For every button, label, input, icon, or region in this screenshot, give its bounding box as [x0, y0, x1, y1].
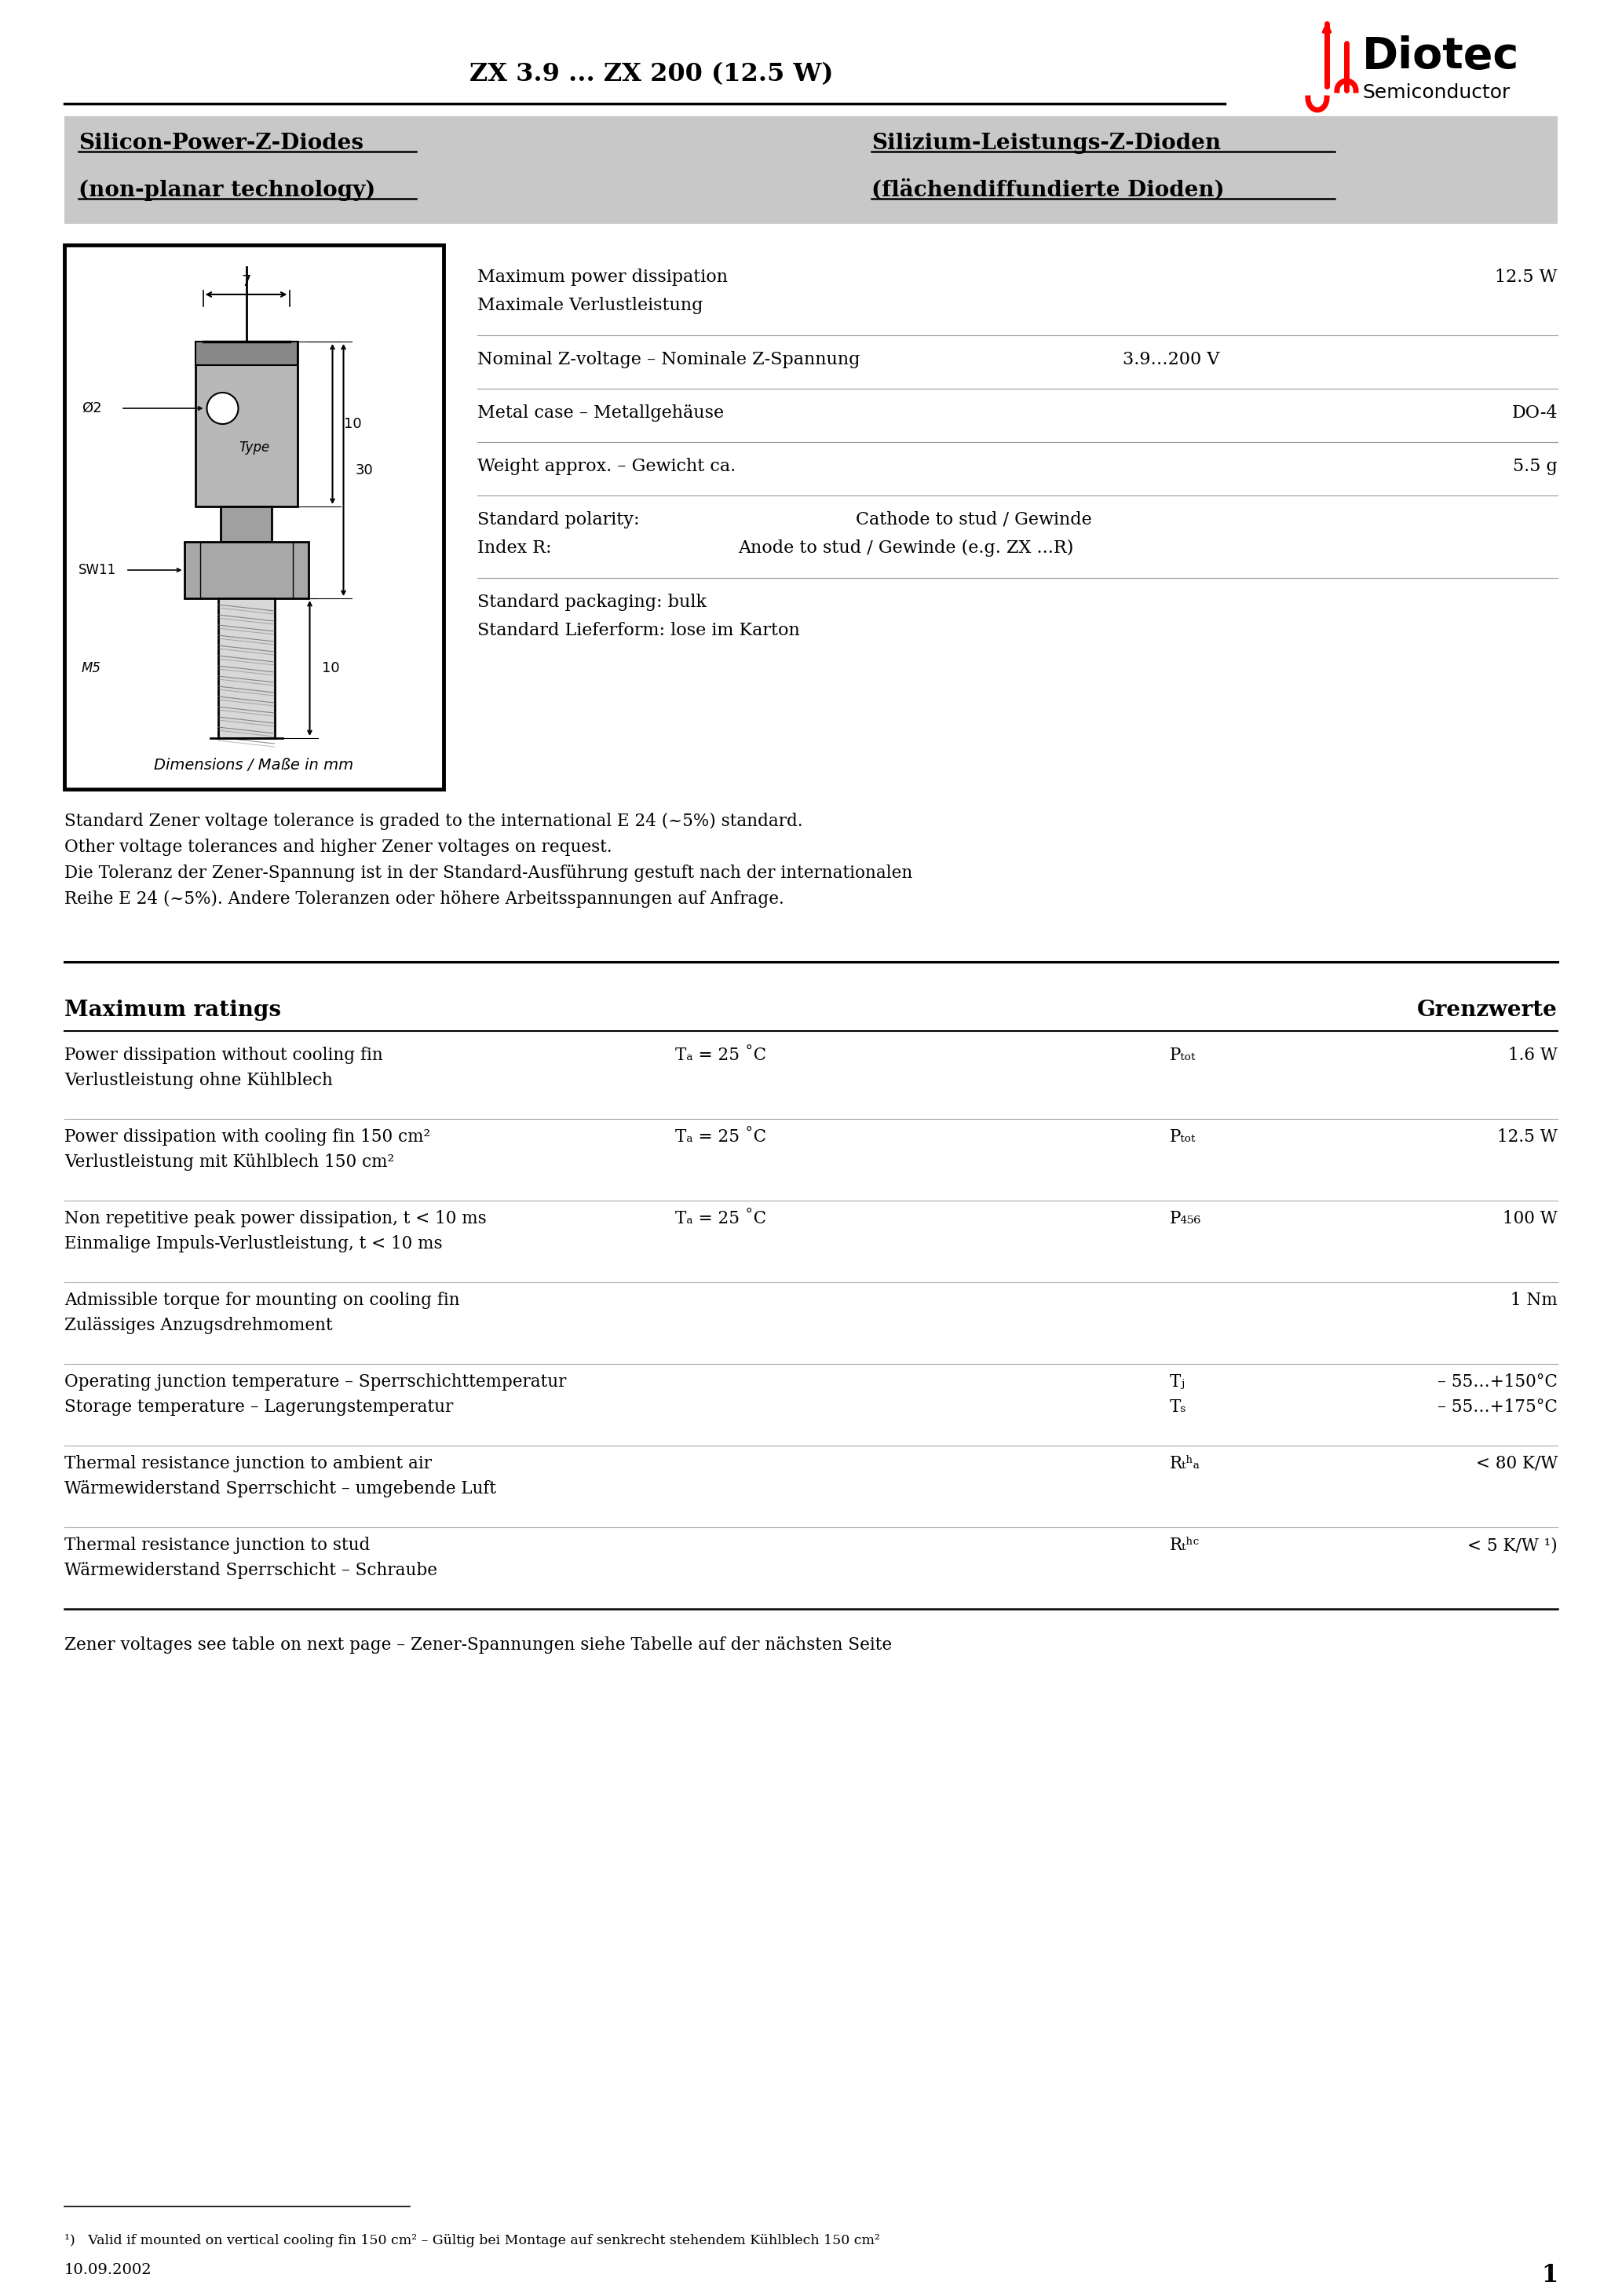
Text: Nominal Z-voltage – Nominale Z-Spannung: Nominal Z-voltage – Nominale Z-Spannung — [477, 351, 860, 367]
Text: M5: M5 — [81, 661, 101, 675]
Text: Admissible torque for mounting on cooling fin: Admissible torque for mounting on coolin… — [65, 1293, 459, 1309]
Text: Pₜₒₜ: Pₜₒₜ — [1169, 1047, 1195, 1063]
Bar — [65, 246, 443, 790]
Text: Anode to stud / Gewinde (e.g. ZX ...R): Anode to stud / Gewinde (e.g. ZX ...R) — [738, 540, 1074, 558]
Text: Type: Type — [238, 441, 269, 455]
Text: Dimensions / Maße in mm: Dimensions / Maße in mm — [154, 758, 354, 774]
Text: Rₜʰᶜ: Rₜʰᶜ — [1169, 1536, 1200, 1554]
Text: Wärmewiderstand Sperrschicht – Schraube: Wärmewiderstand Sperrschicht – Schraube — [65, 1561, 438, 1580]
Text: ZX 3.9 ... ZX 200 (12.5 W): ZX 3.9 ... ZX 200 (12.5 W) — [470, 62, 834, 87]
Text: Verlustleistung mit Kühlblech 150 cm²: Verlustleistung mit Kühlblech 150 cm² — [65, 1153, 394, 1171]
Text: Diotec: Diotec — [1362, 34, 1520, 78]
Text: – 55…+175°C: – 55…+175°C — [1437, 1398, 1557, 1417]
Text: Tₐ = 25 ˚C: Tₐ = 25 ˚C — [675, 1210, 766, 1228]
Text: Silicon-Power-Z-Diodes: Silicon-Power-Z-Diodes — [78, 133, 363, 154]
Text: Rₜʰₐ: Rₜʰₐ — [1169, 1456, 1200, 1472]
Text: 10: 10 — [321, 661, 339, 675]
Text: Index R:: Index R: — [477, 540, 551, 556]
Text: < 80 K/W: < 80 K/W — [1476, 1456, 1557, 1472]
Text: 10: 10 — [344, 418, 362, 432]
Text: Metal case – Metallgehäuse: Metal case – Metallgehäuse — [477, 404, 723, 422]
Text: Thermal resistance junction to ambient air: Thermal resistance junction to ambient a… — [65, 1456, 431, 1472]
Bar — [195, 342, 297, 507]
Text: Ø2: Ø2 — [81, 402, 102, 416]
Text: Storage temperature – Lagerungstemperatur: Storage temperature – Lagerungstemperatu… — [65, 1398, 453, 1417]
Text: ¹)   Valid if mounted on vertical cooling fin 150 cm² – Gültig bei Montage auf s: ¹) Valid if mounted on vertical cooling … — [65, 2234, 881, 2248]
Text: Wärmewiderstand Sperrschicht – umgebende Luft: Wärmewiderstand Sperrschicht – umgebende… — [65, 1481, 496, 1497]
Text: Tₛ: Tₛ — [1169, 1398, 1187, 1417]
Text: Die Toleranz der Zener-Spannung ist in der Standard-Ausführung gestuft nach der : Die Toleranz der Zener-Spannung ist in d… — [65, 866, 913, 882]
Text: Maximale Verlustleistung: Maximale Verlustleistung — [477, 296, 702, 315]
Bar — [185, 542, 308, 599]
Text: Thermal resistance junction to stud: Thermal resistance junction to stud — [65, 1536, 370, 1554]
Text: 12.5 W: 12.5 W — [1495, 269, 1557, 285]
Bar — [65, 117, 1557, 223]
Text: 1.6 W: 1.6 W — [1508, 1047, 1557, 1063]
Text: < 5 K/W ¹): < 5 K/W ¹) — [1468, 1536, 1557, 1554]
Text: Weight approx. – Gewicht ca.: Weight approx. – Gewicht ca. — [477, 457, 736, 475]
Text: Operating junction temperature – Sperrschichttemperatur: Operating junction temperature – Sperrsc… — [65, 1373, 566, 1391]
Text: Maximum ratings: Maximum ratings — [65, 999, 281, 1022]
Text: 3.9…200 V: 3.9…200 V — [1122, 351, 1220, 367]
Text: 7: 7 — [242, 273, 251, 289]
Text: P₄₅₆: P₄₅₆ — [1169, 1210, 1202, 1228]
Text: Zener voltages see table on next page – Zener-Spannungen siehe Tabelle auf der n: Zener voltages see table on next page – … — [65, 1637, 892, 1653]
Text: Reihe E 24 (~5%). Andere Toleranzen oder höhere Arbeitsspannungen auf Anfrage.: Reihe E 24 (~5%). Andere Toleranzen oder… — [65, 891, 783, 907]
Text: 12.5 W: 12.5 W — [1497, 1127, 1557, 1146]
Text: 100 W: 100 W — [1502, 1210, 1557, 1228]
Text: Standard Zener voltage tolerance is graded to the international E 24 (~5%) stand: Standard Zener voltage tolerance is grad… — [65, 813, 803, 831]
Text: DO-4: DO-4 — [1512, 404, 1557, 422]
Text: Standard polarity:: Standard polarity: — [477, 512, 639, 528]
Text: Non repetitive peak power dissipation, t < 10 ms: Non repetitive peak power dissipation, t… — [65, 1210, 487, 1228]
Text: Standard Lieferform: lose im Karton: Standard Lieferform: lose im Karton — [477, 622, 800, 638]
Text: Semiconductor: Semiconductor — [1362, 83, 1510, 101]
Text: – 55…+150°C: – 55…+150°C — [1437, 1373, 1557, 1391]
Text: Tₐ = 25 ˚C: Tₐ = 25 ˚C — [675, 1047, 766, 1063]
Text: Other voltage tolerances and higher Zener voltages on request.: Other voltage tolerances and higher Zene… — [65, 838, 611, 856]
Text: Silizium-Leistungs-Z-Dioden: Silizium-Leistungs-Z-Dioden — [871, 133, 1221, 154]
Text: Cathode to stud / Gewinde: Cathode to stud / Gewinde — [856, 512, 1092, 528]
Text: Tⱼ: Tⱼ — [1169, 1373, 1186, 1391]
Text: 1: 1 — [1541, 2264, 1557, 2287]
Text: Standard packaging: bulk: Standard packaging: bulk — [477, 595, 707, 611]
Text: Power dissipation with cooling fin 150 cm²: Power dissipation with cooling fin 150 c… — [65, 1127, 430, 1146]
Text: (non-planar technology): (non-planar technology) — [78, 179, 375, 200]
Text: Tₐ = 25 ˚C: Tₐ = 25 ˚C — [675, 1127, 766, 1146]
Text: Power dissipation without cooling fin: Power dissipation without cooling fin — [65, 1047, 383, 1063]
Text: Pₜₒₜ: Pₜₒₜ — [1169, 1127, 1195, 1146]
Text: SW11: SW11 — [78, 563, 117, 576]
Text: Grenzwerte: Grenzwerte — [1418, 999, 1557, 1022]
Text: Einmalige Impuls-Verlustleistung, t < 10 ms: Einmalige Impuls-Verlustleistung, t < 10… — [65, 1235, 443, 1251]
Text: Zulässiges Anzugsdrehmoment: Zulässiges Anzugsdrehmoment — [65, 1318, 333, 1334]
Bar — [217, 599, 274, 737]
Bar — [221, 507, 271, 542]
Text: 30: 30 — [355, 464, 373, 478]
Text: Verlustleistung ohne Kühlblech: Verlustleistung ohne Kühlblech — [65, 1072, 333, 1088]
Circle shape — [208, 393, 238, 425]
Text: 1 Nm: 1 Nm — [1510, 1293, 1557, 1309]
Text: Maximum power dissipation: Maximum power dissipation — [477, 269, 728, 285]
Text: 5.5 g: 5.5 g — [1513, 457, 1557, 475]
Text: 10.09.2002: 10.09.2002 — [65, 2264, 152, 2278]
Text: (flächendiffundierte Dioden): (flächendiffundierte Dioden) — [871, 179, 1225, 200]
Bar — [195, 342, 297, 365]
